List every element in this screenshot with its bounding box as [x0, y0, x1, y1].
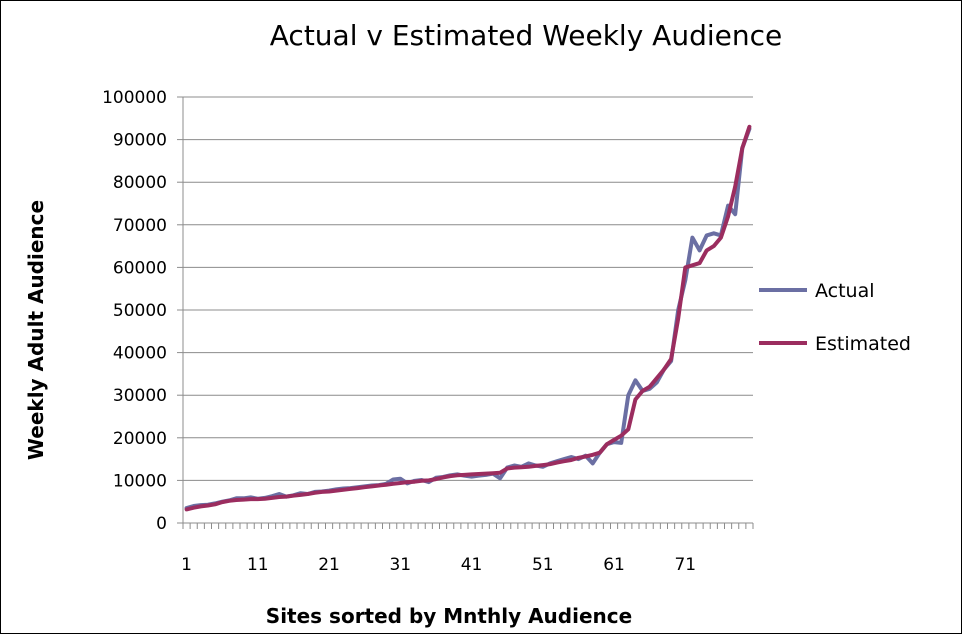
- y-tick-label-2: 20000: [113, 429, 167, 449]
- x-tick-label-51: 51: [532, 555, 554, 575]
- series-lines: [184, 124, 752, 512]
- y-tick-label-5: 50000: [113, 301, 167, 321]
- y-tick-label-10: 100000: [102, 88, 167, 108]
- x-axis-ticks: 1 11 21 31 41 51 61 71: [181, 523, 754, 575]
- x-tick-label-11: 11: [247, 555, 269, 575]
- chart-title: Actual v Estimated Weekly Audience: [270, 19, 782, 52]
- x-tick-label-21: 21: [318, 555, 340, 575]
- x-tick-label-41: 41: [461, 555, 483, 575]
- legend-label-estimated: Estimated: [815, 333, 911, 355]
- legend-label-actual: Actual: [815, 280, 875, 302]
- x-tick-label-31: 31: [389, 555, 411, 575]
- gridlines: [183, 96, 753, 481]
- y-axis-title: Weekly Adult Audience: [24, 200, 48, 460]
- y-tick-label-1: 10000: [113, 471, 167, 491]
- y-tick-label-6: 60000: [113, 258, 167, 278]
- x-tick-label-61: 61: [603, 555, 625, 575]
- series-line-estimated: [184, 124, 752, 512]
- y-tick-label-4: 40000: [113, 344, 167, 364]
- x-tick-label-1: 1: [181, 555, 192, 575]
- y-tick-label-3: 30000: [113, 386, 167, 406]
- series-line-actual: [184, 126, 752, 511]
- y-tick-label-9: 90000: [113, 131, 167, 151]
- x-axis-title: Sites sorted by Mnthly Audience: [266, 604, 632, 628]
- y-tick-label-0: 0: [156, 514, 167, 534]
- y-tick-label-7: 70000: [113, 216, 167, 236]
- y-tick-label-8: 80000: [113, 173, 167, 193]
- legend: Actual Estimated: [759, 280, 911, 355]
- axes: [182, 97, 753, 524]
- y-axis-ticks: 0 10000 20000 30000 40000 50000 60000 70000 8000…: [102, 88, 183, 534]
- x-tick-label-71: 71: [674, 555, 696, 575]
